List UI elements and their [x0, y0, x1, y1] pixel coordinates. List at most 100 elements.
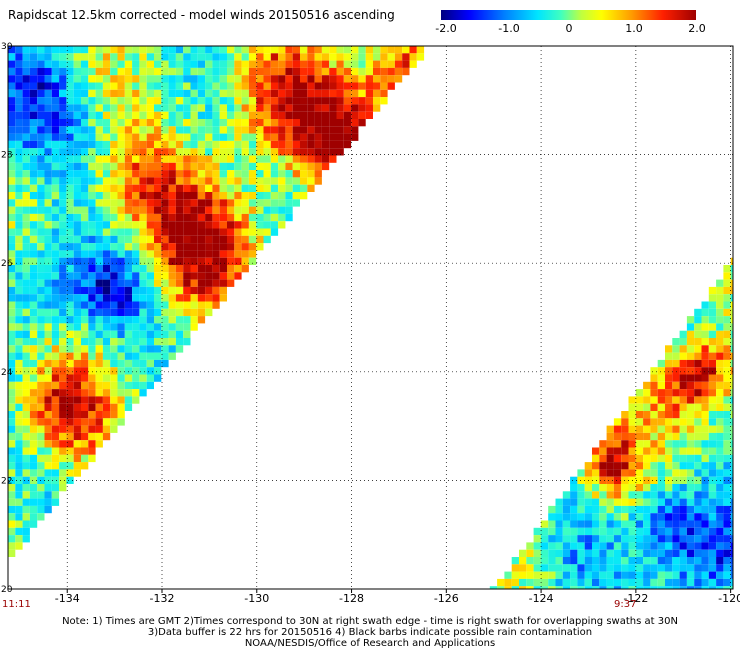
wind-cell — [300, 162, 308, 171]
wind-cell — [73, 46, 81, 54]
wind-cell — [716, 330, 724, 338]
wind-cell — [8, 177, 16, 185]
wind-cell — [540, 564, 549, 572]
wind-cell — [686, 359, 695, 368]
wind-cell — [132, 53, 140, 61]
wind-cell — [730, 549, 733, 557]
wind-cell — [540, 542, 549, 550]
wind-cell — [548, 578, 556, 587]
wind-cell — [219, 228, 227, 236]
wind-cell — [650, 498, 658, 506]
wind-cell — [606, 513, 614, 521]
wind-cell — [73, 235, 81, 244]
wind-cell — [154, 235, 162, 244]
wind-cell — [73, 330, 81, 338]
wind-cell — [139, 82, 147, 90]
wind-cell — [8, 279, 16, 287]
wind-cell — [95, 403, 103, 411]
wind-cell — [672, 571, 680, 579]
wind-cell — [730, 586, 733, 589]
wind-cell — [73, 403, 81, 411]
wind-cell — [183, 213, 191, 222]
wind-cell — [708, 286, 717, 295]
wind-cell — [343, 53, 352, 61]
wind-cell — [117, 46, 125, 54]
wind-cell — [37, 359, 45, 368]
wind-cell — [256, 199, 264, 207]
wind-cell — [59, 221, 67, 229]
wind-cell — [15, 389, 23, 397]
wind-cell — [175, 170, 184, 178]
wind-cell — [358, 89, 366, 98]
wind-cell — [584, 469, 592, 477]
wind-cell — [329, 155, 337, 163]
wind-cell — [300, 192, 308, 200]
wind-cell — [234, 177, 242, 185]
wind-cell — [511, 578, 519, 587]
wind-cell — [679, 469, 687, 477]
wind-cell — [81, 308, 89, 317]
wind-cell — [59, 411, 67, 419]
wind-cell — [730, 294, 733, 302]
wind-cell — [723, 578, 731, 587]
wind-cell — [248, 192, 257, 200]
wind-cell — [694, 396, 702, 404]
wind-cell — [22, 491, 30, 499]
wind-cell — [139, 199, 147, 207]
wind-cell — [584, 549, 592, 557]
wind-cell — [292, 111, 300, 119]
wind-cell — [599, 498, 607, 506]
wind-cell — [132, 89, 140, 98]
wind-cell — [657, 491, 665, 499]
wind-cell — [73, 294, 81, 302]
wind-cell — [270, 111, 279, 119]
wind-cell — [402, 60, 410, 68]
wind-cell — [51, 338, 60, 346]
wind-cell — [29, 75, 38, 83]
wind-cell — [256, 206, 264, 214]
wind-cell — [22, 381, 30, 390]
wind-cell — [117, 184, 125, 192]
wind-cell — [88, 403, 96, 411]
wind-cell — [351, 60, 359, 68]
wind-cell — [22, 104, 30, 112]
wind-cell — [117, 119, 125, 127]
wind-cell — [168, 352, 176, 360]
wind-cell — [336, 111, 344, 119]
wind-cell — [730, 352, 733, 360]
wind-cell — [29, 491, 38, 499]
wind-cell — [81, 75, 89, 83]
wind-cell — [227, 148, 235, 156]
wind-cell — [29, 279, 38, 287]
wind-cell — [88, 308, 96, 317]
wind-cell — [44, 148, 52, 156]
wind-cell — [146, 140, 154, 149]
wind-cell — [22, 162, 30, 171]
wind-cell — [95, 97, 103, 105]
wind-cell — [154, 345, 162, 353]
wind-cell — [37, 140, 45, 149]
wind-cell — [343, 126, 352, 134]
wind-cell — [154, 308, 162, 317]
wind-cell — [205, 53, 213, 61]
wind-cell — [599, 586, 607, 589]
wind-cell — [15, 170, 23, 178]
wind-cell — [708, 564, 717, 572]
wind-cell — [628, 520, 636, 528]
wind-cell — [219, 257, 227, 265]
wind-cell — [628, 469, 636, 477]
wind-cell — [621, 432, 629, 441]
wind-cell — [51, 140, 60, 149]
wind-cell — [694, 447, 702, 455]
wind-cell — [606, 564, 614, 572]
wind-cell — [234, 257, 242, 265]
wind-cell — [241, 155, 249, 163]
wind-cell — [234, 250, 242, 258]
wind-cell — [657, 476, 665, 484]
wind-cell — [37, 170, 45, 178]
wind-cell — [66, 257, 74, 265]
wind-cell — [22, 403, 30, 411]
wind-cell — [139, 119, 147, 127]
wind-cell — [219, 119, 227, 127]
wind-cell — [592, 462, 600, 470]
